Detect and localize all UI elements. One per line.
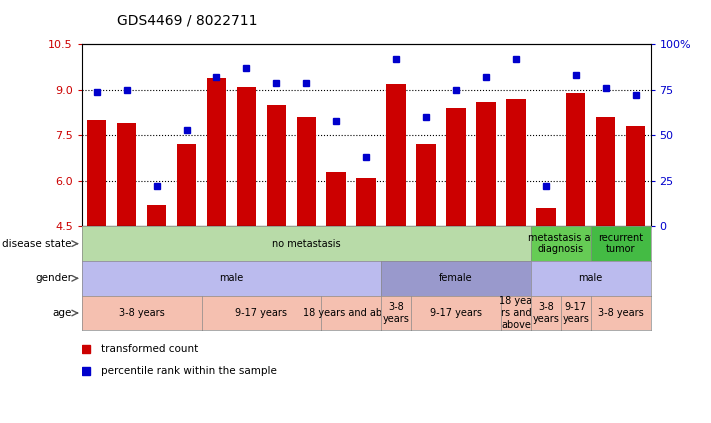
- Text: male: male: [579, 273, 603, 283]
- Bar: [476, 102, 496, 226]
- Bar: [267, 105, 286, 226]
- Text: recurrent
tumor: recurrent tumor: [598, 233, 643, 255]
- Text: no metastasis: no metastasis: [272, 239, 341, 249]
- Text: age: age: [53, 308, 72, 318]
- Bar: [626, 126, 646, 226]
- Text: 9-17
years: 9-17 years: [562, 302, 589, 324]
- Bar: [177, 145, 196, 226]
- Text: male: male: [219, 273, 244, 283]
- Bar: [447, 108, 466, 226]
- Text: 9-17 years: 9-17 years: [235, 308, 287, 318]
- Bar: [207, 78, 226, 226]
- Bar: [296, 117, 316, 226]
- Bar: [147, 205, 166, 226]
- Bar: [506, 99, 525, 226]
- Bar: [417, 145, 436, 226]
- Text: percentile rank within the sample: percentile rank within the sample: [101, 366, 277, 376]
- Bar: [596, 117, 616, 226]
- Bar: [117, 123, 137, 226]
- Text: GDS4469 / 8022711: GDS4469 / 8022711: [117, 14, 258, 27]
- Bar: [566, 93, 585, 226]
- Text: 9-17 years: 9-17 years: [430, 308, 482, 318]
- Text: gender: gender: [35, 273, 72, 283]
- Text: transformed count: transformed count: [101, 344, 198, 354]
- Text: 18 years and above: 18 years and above: [303, 308, 400, 318]
- Text: 3-8
years: 3-8 years: [383, 302, 410, 324]
- Text: disease state: disease state: [2, 239, 72, 249]
- Bar: [356, 178, 376, 226]
- Text: female: female: [439, 273, 473, 283]
- Text: 3-8 years: 3-8 years: [598, 308, 643, 318]
- Text: 18 yea
rs and
above: 18 yea rs and above: [499, 297, 533, 330]
- Bar: [386, 84, 406, 226]
- Text: 3-8 years: 3-8 years: [119, 308, 164, 318]
- Text: metastasis at
diagnosis: metastasis at diagnosis: [528, 233, 594, 255]
- Bar: [237, 87, 256, 226]
- Bar: [326, 172, 346, 226]
- Bar: [87, 120, 107, 226]
- Bar: [536, 208, 555, 226]
- Text: 3-8
years: 3-8 years: [533, 302, 560, 324]
